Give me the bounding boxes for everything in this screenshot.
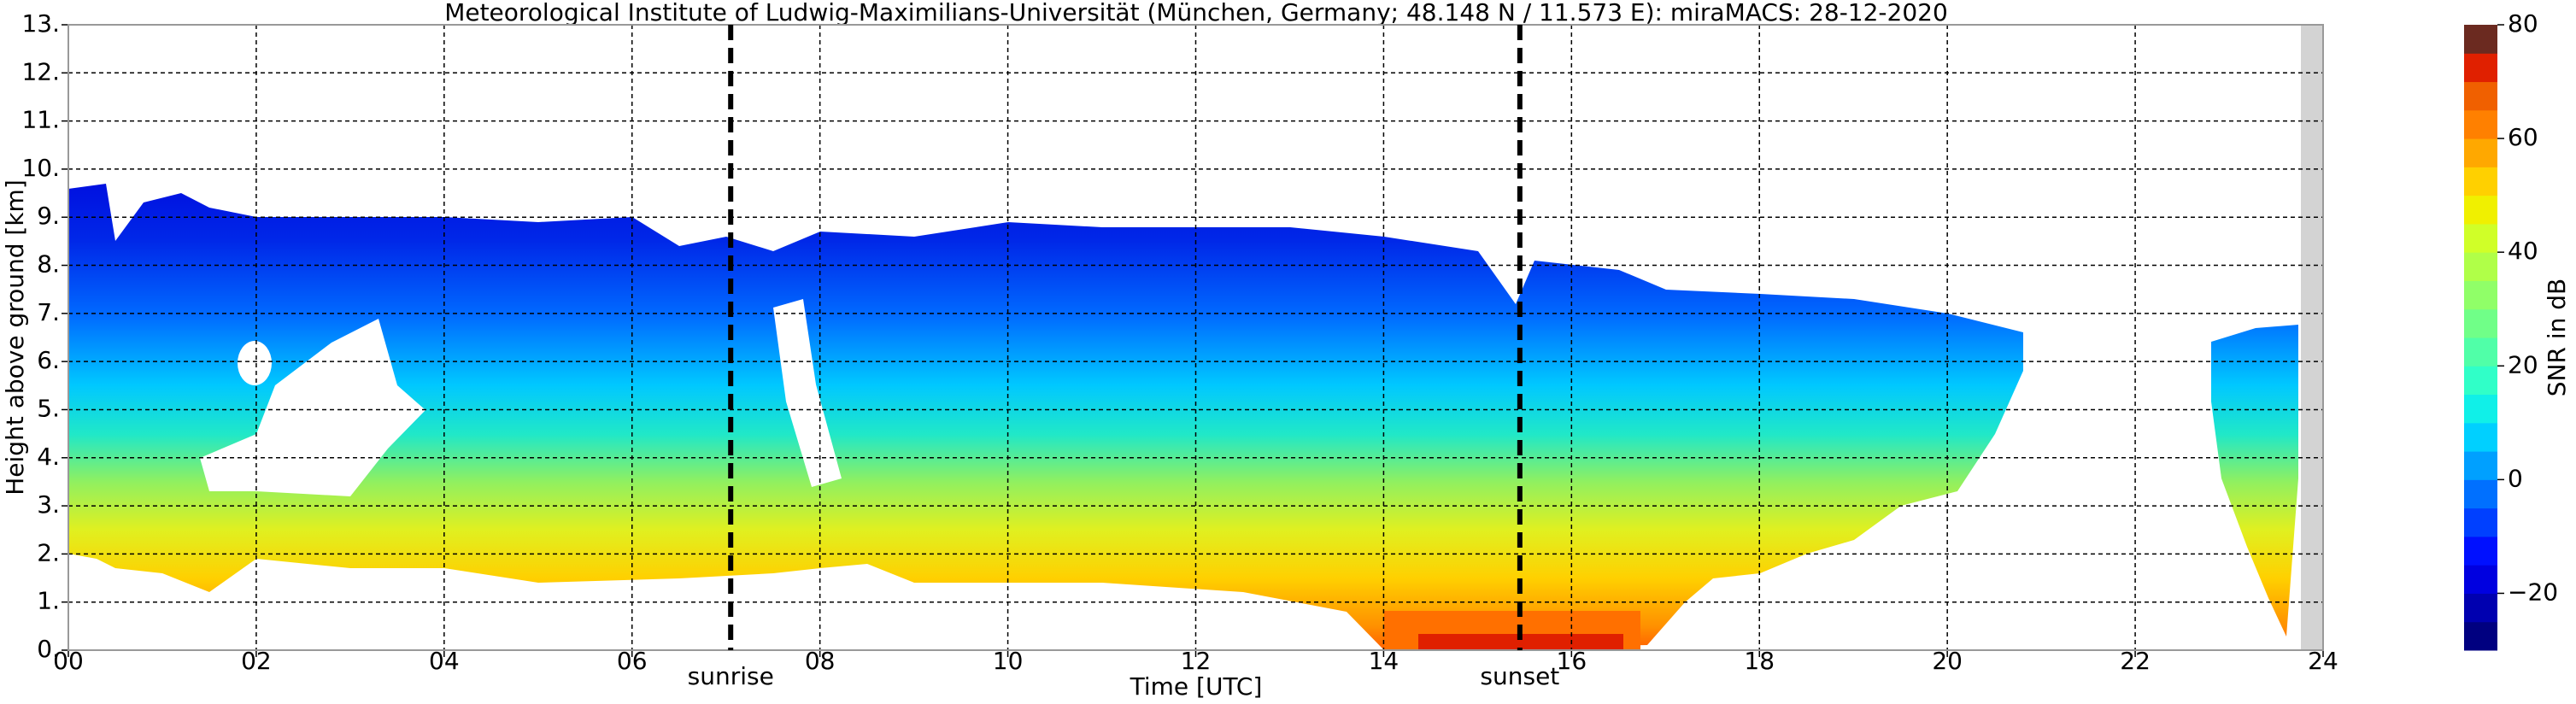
x-tick-label: 08 xyxy=(805,647,836,675)
y-tick-label: 11. xyxy=(21,106,60,134)
colorbar-segment xyxy=(2464,366,2497,396)
x-tick-label: 02 xyxy=(241,647,272,675)
colorbar-segment xyxy=(2464,394,2497,424)
missing-data xyxy=(2301,25,2323,650)
y-tick-label: 5. xyxy=(37,394,60,422)
colorbar-segment xyxy=(2464,138,2497,167)
colorbar-segment xyxy=(2464,507,2497,537)
colorbar-segment xyxy=(2464,565,2497,594)
colorbar-segment xyxy=(2464,252,2497,281)
x-tick-label: 16 xyxy=(1557,647,1587,675)
x-tick-label: 18 xyxy=(1744,647,1775,675)
event-label: sunset xyxy=(1480,662,1559,690)
x-tick-label: 22 xyxy=(2120,647,2151,675)
chart-title: Meteorological Institute of Ludwig-Maxim… xyxy=(444,0,1948,26)
colorbar-segment xyxy=(2464,280,2497,310)
y-tick-label: 1. xyxy=(37,587,60,615)
x-tick-label: 12 xyxy=(1181,647,1212,675)
x-tick-label: 10 xyxy=(993,647,1024,675)
y-tick-label: 3. xyxy=(37,490,60,519)
x-tick-label: 24 xyxy=(2308,647,2338,675)
colorbar-segment xyxy=(2464,593,2497,623)
colorbar-segment xyxy=(2464,195,2497,225)
colorbar-segment xyxy=(2464,422,2497,452)
y-tick-label: 9. xyxy=(37,202,60,230)
colorbar-tick-label: 40 xyxy=(2508,237,2538,265)
colorbar-segment xyxy=(2464,223,2497,253)
y-tick-label: 7. xyxy=(37,298,60,326)
y-tick-label: 13. xyxy=(21,9,60,38)
colorbar-segment xyxy=(2464,81,2497,111)
plot-frame xyxy=(67,24,2324,651)
event-label: sunrise xyxy=(688,662,774,690)
cloud-echo xyxy=(68,184,2023,650)
echo-gap xyxy=(238,341,272,385)
x-tick-label: 04 xyxy=(429,647,460,675)
colorbar-segment xyxy=(2464,621,2497,651)
colorbar-segment xyxy=(2464,167,2497,197)
y-axis-label: Height above ground [km] xyxy=(1,179,29,496)
y-tick-label: 6. xyxy=(37,346,60,374)
x-tick-label: 06 xyxy=(617,647,648,675)
x-tick-label: 20 xyxy=(1932,647,1963,675)
x-axis-label: Time [UTC] xyxy=(1130,672,1263,701)
colorbar-segment xyxy=(2464,451,2497,480)
colorbar-tick-label: 80 xyxy=(2508,9,2538,38)
y-tick-label: 10. xyxy=(21,154,60,182)
colorbar-segment xyxy=(2464,536,2497,566)
colorbar-segment xyxy=(2464,25,2497,54)
colorbar-segment xyxy=(2464,109,2497,139)
colorbar-segment xyxy=(2464,479,2497,509)
colorbar-segment xyxy=(2464,308,2497,338)
y-tick-label: 2. xyxy=(37,538,60,566)
colorbar-tick-label: −20 xyxy=(2508,578,2558,606)
y-tick-label: 4. xyxy=(37,443,60,471)
strong-echo xyxy=(1418,634,1623,650)
x-tick-label: 14 xyxy=(1369,647,1399,675)
y-tick-label: 12. xyxy=(21,57,60,85)
y-tick-label: 0. xyxy=(37,635,60,663)
cloud-echo xyxy=(2211,325,2298,637)
colorbar-tick-label: 60 xyxy=(2508,123,2538,151)
x-tick-label: 00 xyxy=(53,647,84,675)
echo-gap xyxy=(773,299,842,487)
y-tick-label: 8. xyxy=(37,250,60,279)
colorbar-segment xyxy=(2464,337,2497,367)
colorbar-label: SNR in dB xyxy=(2543,279,2571,396)
colorbar-tick-label: 20 xyxy=(2508,350,2538,378)
colorbar-tick-label: 0 xyxy=(2508,464,2523,492)
colorbar-segment xyxy=(2464,53,2497,83)
snr-field xyxy=(68,25,2323,650)
